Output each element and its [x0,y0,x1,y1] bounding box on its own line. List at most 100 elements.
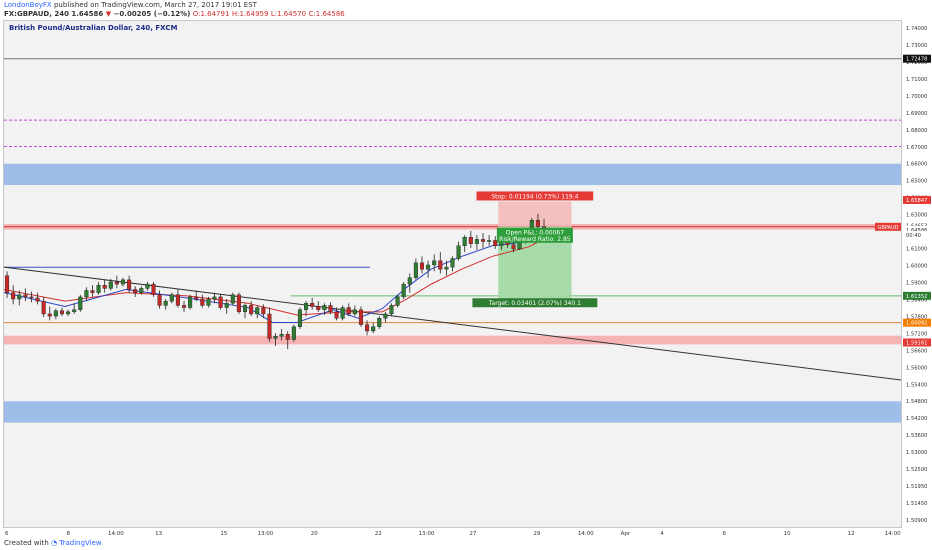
price-tag-text: 1.59161 [906,340,927,346]
price-axis-svg[interactable]: 1.74000 1.73000 1.72000 1.71000 1.70000 1.690… [902,20,932,528]
candle [41,296,46,318]
candle-body [383,313,388,319]
tradingview-link[interactable]: TradingView [59,539,102,547]
y-tick-label: 1.57800 [906,314,927,320]
time-axis[interactable]: 6 8 14:00 13 15 13:00 20 22 13:00 27 29 14:00 Apr 4 6 1… [3,528,902,538]
candle-body [169,294,174,302]
author-link[interactable]: LondonBoyFX [4,1,52,9]
candle-body [261,307,266,315]
candle-body [511,244,516,250]
y-tick-label: 1.63000 [906,213,927,219]
candle-body [377,318,382,327]
symbol-tag-text: GBPAUD [878,225,899,231]
candle [133,286,138,297]
candle-body [358,309,363,325]
candle-body [438,260,443,270]
candle-body [505,242,510,245]
candle-body [120,279,126,285]
chart-plot-area[interactable]: Stop: 0.01194 (0.73%) 119.4 Target: 0.034… [3,20,902,528]
candle-body [365,324,370,332]
candle-body [480,239,486,242]
x-tick-label: 13 [155,531,162,537]
candle-body [401,283,406,298]
zone-1 [4,401,901,423]
symbol-tag: GBPAUD [875,222,901,231]
x-tick-label: 14:00 [885,531,901,537]
candle [444,260,449,276]
candle-body [493,240,498,246]
candle [78,294,83,312]
price-tag: 00:40 [903,231,931,240]
candle-body [102,284,107,289]
candle [340,305,345,321]
target-label-text: Target: 0.03401 (2.07%) 340.1 [488,300,581,307]
candle-body [310,303,315,307]
candle [108,278,113,291]
price-tag: 1.64586 [903,225,931,234]
candle-body [279,333,284,337]
candle [139,286,144,295]
candle-body [53,310,58,317]
candle [194,290,199,302]
candle-body [188,296,193,308]
candle-body [304,303,309,310]
y-tick-label: 1.50900 [906,518,927,524]
candle-body [127,279,132,290]
y-tick-label: 1.56000 [906,365,927,371]
candle [242,303,248,319]
price-tag-bg [903,318,931,327]
candle-body [535,220,540,227]
candle-body [462,237,467,246]
candle [462,235,467,253]
candle [468,230,473,248]
candle [285,330,290,350]
candle-body [474,239,479,244]
candle [419,256,425,274]
candle-body [487,240,492,242]
candle [29,291,34,303]
candle [145,281,150,291]
chart-svg[interactable]: Stop: 0.01194 (0.73%) 119.4 Target: 0.034… [4,21,901,527]
x-tick-label: 29 [533,531,540,537]
candle-body [542,226,547,228]
y-tick-label: 1.58400 [906,297,927,303]
candle [297,307,302,329]
price-tag-text: 1.72478 [906,57,927,63]
candle-body [151,283,156,295]
published-text: published on TradingView.com, March 27, … [53,1,257,9]
candle [438,252,443,274]
candle-body [340,307,345,319]
ohlc-high: H:1.64959 [231,10,269,18]
candle-body [444,266,449,270]
candle [310,297,315,310]
price-axis[interactable]: 1.74000 1.73000 1.72000 1.71000 1.70000 1.690… [902,20,932,528]
candle [114,275,119,289]
candle-body [23,294,28,298]
x-tick-label: 4 [660,531,664,537]
x-tick-label: 6 [5,531,9,537]
candle [17,290,22,306]
y-tick-label: 1.70000 [906,94,927,100]
candle [236,292,241,314]
candle-body [175,294,180,306]
candle [47,306,52,321]
candle-body [499,242,504,246]
time-axis-svg[interactable]: 6 8 14:00 13 15 13:00 20 22 13:00 27 29 14:00 Apr 4 6 1… [3,528,902,538]
candle-body [212,296,217,300]
candle [230,292,235,306]
rr-text: Risk/Reward Ratio: 2.85 [499,236,571,243]
y-tick-label: 1.73000 [906,43,927,49]
chart-title: British Pound/Australian Dollar, 240, FX… [9,24,178,32]
x-tick-label: 13:00 [419,531,435,537]
candle-body [419,262,425,270]
candle [90,285,95,297]
price-tag-bg [903,54,931,63]
x-tick-label: 22 [375,531,382,537]
price-tag: 1.60092 [903,318,931,327]
candle-body [29,296,34,299]
candle [66,309,71,317]
candle-body [206,298,211,306]
y-tick-label: 1.68000 [906,128,927,134]
candle [261,304,266,319]
candle-body [17,294,22,300]
